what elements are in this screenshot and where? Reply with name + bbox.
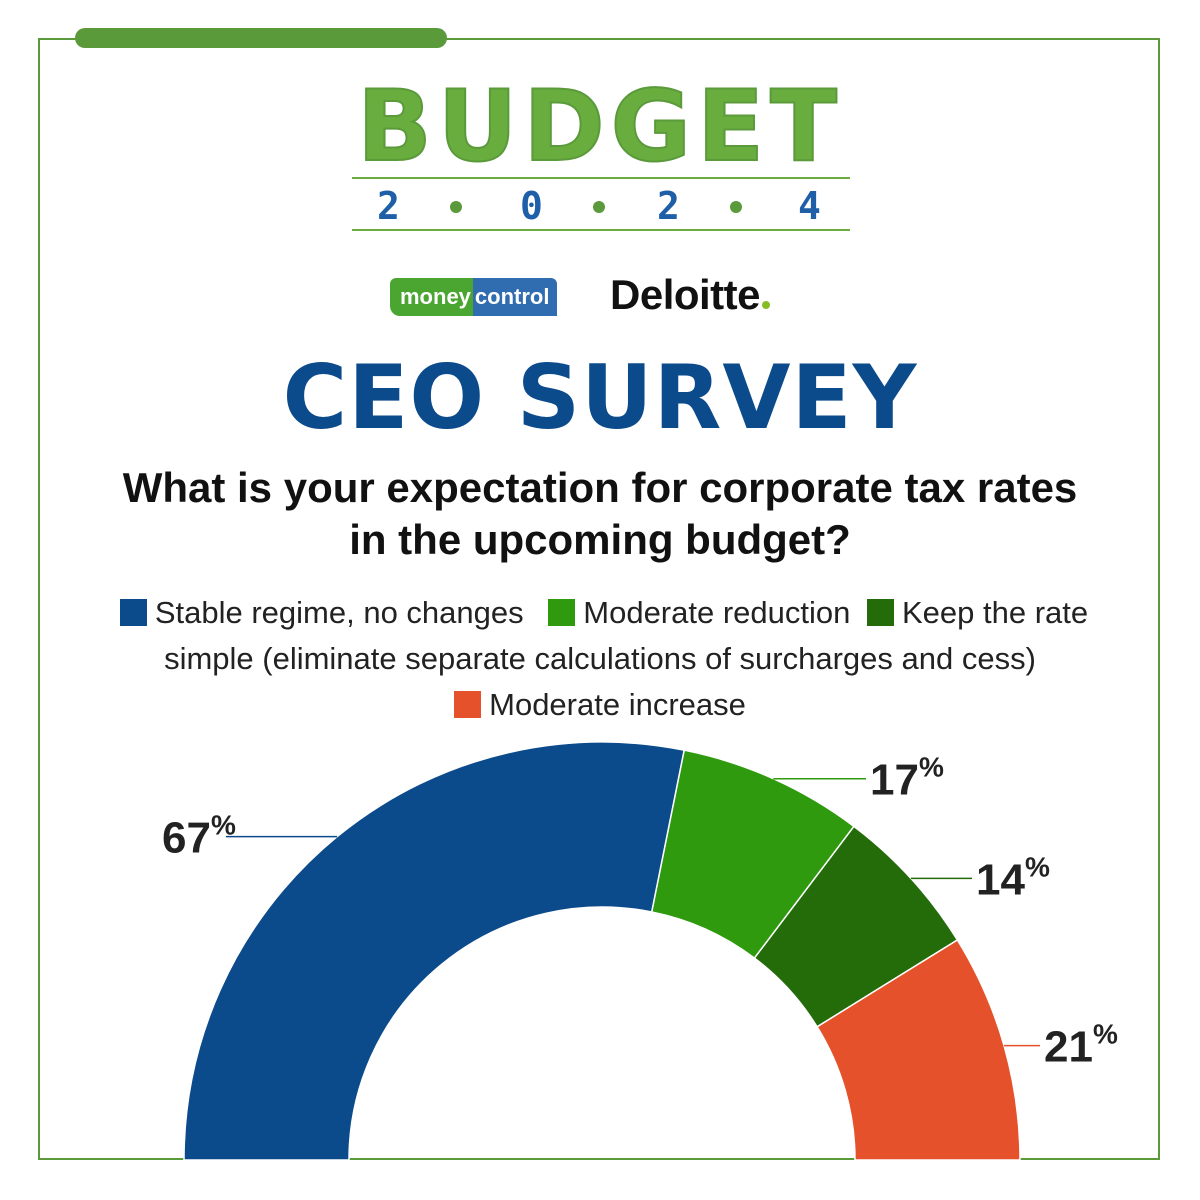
deloitte-logo-dot	[762, 301, 771, 309]
legend-label: Moderate reduction	[583, 595, 851, 630]
outer-frame	[38, 38, 1160, 1160]
year-separator-dot	[450, 201, 462, 213]
year-digit: 2	[377, 184, 400, 228]
deloitte-logo-text: Deloitte	[610, 271, 761, 318]
page-title: CEO SURVEY	[282, 346, 918, 449]
donut-slice	[816, 938, 1021, 1161]
deloitte-logo: Deloitte	[610, 270, 771, 320]
wordmark-top-rule	[352, 177, 850, 179]
chart-question: What is your expectation for corporate t…	[122, 464, 1078, 563]
moneycontrol-logo-part-a: money	[390, 278, 473, 316]
wordmark-bottom-rule	[352, 229, 850, 231]
year-digit: 0	[520, 184, 543, 228]
data-label: 14%	[976, 851, 1050, 904]
legend-label: Keep the rate simple (eliminate separate…	[164, 595, 1089, 676]
legend-item-moderate-reduction: Moderate reduction	[548, 595, 850, 630]
year-digit: 4	[798, 184, 821, 228]
header-tab-bar	[75, 28, 447, 48]
budget-year: 2 0 2 4	[352, 186, 850, 226]
budget-wordmark: BUDGET	[356, 70, 843, 184]
legend-swatch	[119, 599, 147, 626]
year-separator-dot	[730, 201, 742, 213]
legend-item-stable: Stable regime, no changes	[119, 595, 524, 630]
data-label: 21%	[1044, 1019, 1118, 1072]
chart-legend: Stable regime, no changes Moderate reduc…	[70, 590, 1130, 728]
legend-swatch	[548, 599, 576, 626]
legend-label: Stable regime, no changes	[154, 595, 524, 630]
legend-swatch	[867, 599, 894, 626]
year-digit: 2	[657, 184, 680, 228]
legend-item-moderate-increase: Moderate increase	[454, 687, 746, 722]
moneycontrol-logo: money control	[390, 278, 558, 316]
data-label: 17%	[870, 752, 944, 805]
legend-swatch	[454, 691, 482, 718]
year-separator-dot	[593, 201, 605, 213]
donut-slice	[183, 741, 686, 1161]
data-label: 67%	[162, 810, 236, 863]
legend-label: Moderate increase	[489, 687, 746, 722]
legend-item-keep-simple: Keep the rate simple (eliminate separate…	[164, 595, 1088, 676]
moneycontrol-logo-part-b: control	[472, 278, 558, 316]
